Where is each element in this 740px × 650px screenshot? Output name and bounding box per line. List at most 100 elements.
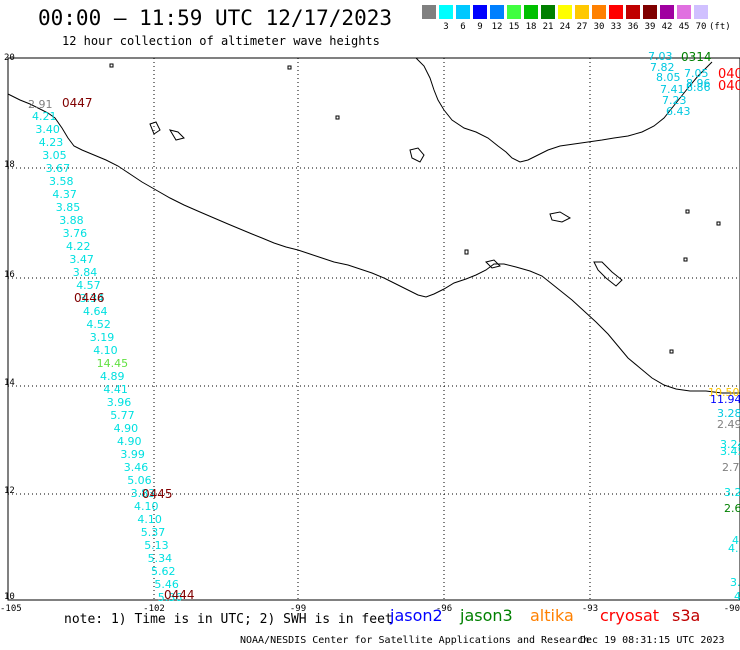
axis-labels: -105 -102 -99 -96 -93 -90 20 18 16 14 12 10 [0,53,740,614]
swh-value: 8.05 [656,71,681,84]
map-title: 00:00 – 11:59 UTC 12/17/2023 [38,6,393,30]
swh-value: 4.57 [76,279,101,292]
scale-label: 9 [477,22,483,32]
swh-value: 3.67 [46,162,71,175]
longitude-label: -105 [0,604,22,614]
scale-swatch [643,5,657,19]
scale-swatch [694,5,708,19]
scale-label: 36 [627,22,639,32]
satellite-legend-cryosat: cryosat [600,606,660,625]
scale-label: 39 [644,22,656,32]
swh-value: 4.10 [134,500,159,513]
islands [109,63,721,354]
latitude-label: 10 [4,592,15,602]
map-frame [7,57,740,601]
swh-value: 7.82 [650,61,675,74]
scale-label: 18 [525,22,537,32]
scale-swatch [490,5,504,19]
swh-value: 11.94 [710,393,740,406]
scale-swatch [677,5,691,19]
longitude-label: -90 [724,604,740,614]
swh-value: 3.40 [35,123,60,136]
swh-value: 3.05 [42,149,66,162]
swh-value: 2.6 [724,502,740,515]
scale-swatch [524,5,538,19]
scale-swatch [558,5,572,19]
swh-value: 4.64 [83,305,108,318]
swh-value: 3.99 [120,448,144,461]
scale-swatch [422,5,436,19]
latitude-label: 12 [4,486,15,496]
latitude-label: 20 [4,53,15,63]
scale-unit-label: (ft) [709,22,731,32]
scale-swatch [660,5,674,19]
satellite-legend-jason2: jason2 [390,606,443,625]
swh-value: 4.37 [52,188,77,201]
swh-value: 3.84 [73,266,98,279]
swh-value: 3.88 [59,214,83,227]
scale-label: 15 [508,22,520,32]
swh-value: 3.83 [131,487,156,500]
swh-value: 3.85 [56,201,81,214]
swh-value: 4. [728,542,739,555]
swh-value: 5.37 [141,526,166,539]
swh-value: 5.46 [154,578,179,591]
swh-value: 6.43 [666,105,691,118]
swh-value: 3.46 [124,461,149,474]
swh-value: 4 [734,590,740,603]
swh-value: 4.10 [137,513,162,526]
swh-value: 4.22 [66,240,91,253]
scale-label: 21 [542,22,554,32]
scale-swatch [609,5,623,19]
scale-label: 45 [678,22,690,32]
swh-value: 4.21 [32,110,57,123]
scale-swatch [575,5,589,19]
swh-value: 3.34 [80,292,105,305]
swh-value: 3.24 [720,438,740,451]
swh-value: 3.76 [63,227,88,240]
scale-label: 30 [593,22,605,32]
scale-swatch [456,5,470,19]
scale-label: 24 [559,22,571,32]
swh-value: 5.36 [158,591,183,604]
pass-time-label: 0447 [62,96,93,110]
coastline [7,93,740,394]
latitude-label: 16 [4,270,15,280]
pass-time-label: 040 [718,79,740,94]
swh-value: 4.90 [114,422,139,435]
scale-swatch [507,5,521,19]
swh-value: 6.86 [686,81,711,94]
graticule [8,58,740,600]
swh-value: 3.96 [107,396,132,409]
swh-value: 4.23 [39,136,64,149]
swh-value: 2.49 [717,418,740,431]
latitude-label: 14 [4,378,15,388]
satellite-legend-jason3: jason3 [460,606,513,625]
longitude-label: -93 [582,604,598,614]
satellite-legend-s3a: s3a [672,606,701,625]
swh-value: 7.23 [662,94,687,107]
swh-value: 3. [730,576,740,589]
pass-time-label: 0445 [142,487,173,501]
swh-value: 3.47 [69,253,94,266]
scale-label: 70 [695,22,707,32]
swh-value: 14.45 [97,357,129,370]
swh-value: 8.96 [686,77,711,90]
swh-value: 7.41 [660,83,685,96]
longitude-label: -102 [143,604,165,614]
pass-time-label: 0444 [164,588,195,602]
swh-value: 4.52 [86,318,111,331]
swh-value: 4.90 [117,435,142,448]
swh-value: 3.19 [90,331,115,344]
swh-value: 5.77 [110,409,135,422]
generation-timestamp: Dec 19 08:31:15 UTC 2023 [580,635,725,646]
swh-value: 3.2 [724,486,740,499]
pass-time-label: 0446 [74,291,105,305]
pass-time-label: 040 [718,67,740,82]
pass-time-label: 0314 [681,50,712,64]
credit-line: NOAA/NESDIS Center for Satellite Applica… [240,635,590,646]
scale-swatch [592,5,606,19]
scale-label: 33 [610,22,622,32]
scale-swatch [439,5,453,19]
